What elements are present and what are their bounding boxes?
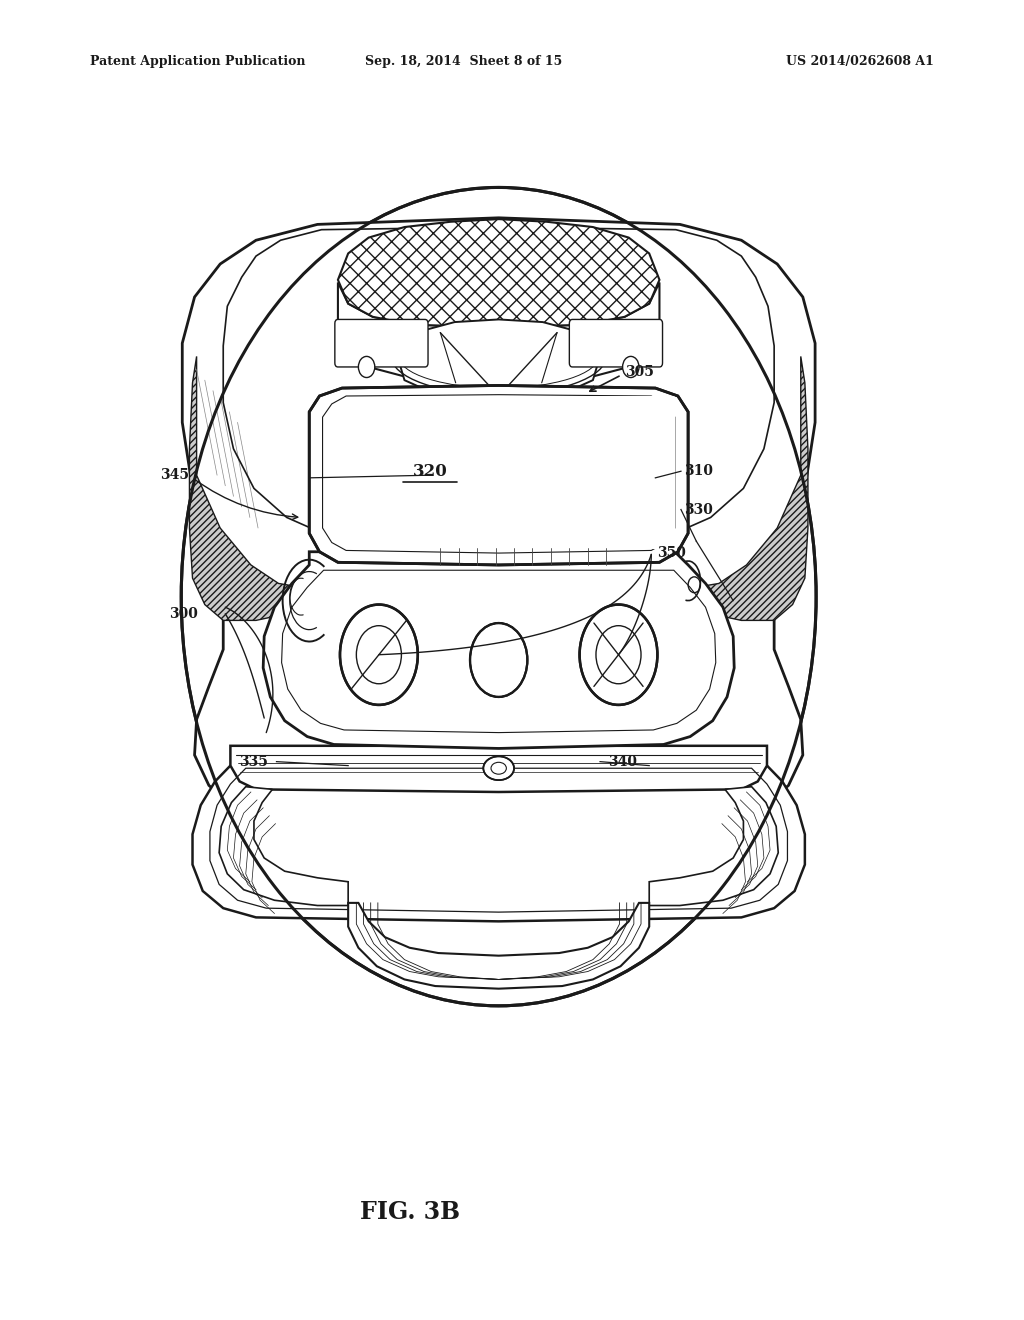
Circle shape <box>340 605 418 705</box>
Polygon shape <box>399 319 598 399</box>
FancyBboxPatch shape <box>569 319 663 367</box>
Circle shape <box>358 356 375 378</box>
Text: 300: 300 <box>169 607 198 620</box>
Polygon shape <box>193 766 805 921</box>
Text: FIG. 3B: FIG. 3B <box>359 1200 460 1224</box>
Text: Sep. 18, 2014  Sheet 8 of 15: Sep. 18, 2014 Sheet 8 of 15 <box>366 55 562 67</box>
Polygon shape <box>189 356 302 620</box>
Polygon shape <box>481 396 675 549</box>
Polygon shape <box>230 746 767 792</box>
Text: 310: 310 <box>684 465 713 478</box>
Polygon shape <box>219 787 348 906</box>
Polygon shape <box>309 385 688 565</box>
Text: 340: 340 <box>608 755 637 768</box>
Polygon shape <box>695 356 808 620</box>
Text: Patent Application Publication: Patent Application Publication <box>90 55 305 67</box>
Polygon shape <box>338 219 659 327</box>
Circle shape <box>580 605 657 705</box>
Text: 305: 305 <box>625 366 653 379</box>
Polygon shape <box>263 552 734 748</box>
Circle shape <box>623 356 639 378</box>
Polygon shape <box>649 787 778 906</box>
Text: 320: 320 <box>413 463 447 479</box>
Circle shape <box>470 623 527 697</box>
Text: US 2014/0262608 A1: US 2014/0262608 A1 <box>786 55 934 67</box>
Text: 335: 335 <box>240 755 268 768</box>
Text: 330: 330 <box>684 503 713 516</box>
Polygon shape <box>182 218 815 834</box>
Polygon shape <box>338 282 659 409</box>
Polygon shape <box>348 903 649 989</box>
Text: 350: 350 <box>657 546 686 560</box>
Text: 345: 345 <box>161 469 189 482</box>
Circle shape <box>181 187 816 1006</box>
Ellipse shape <box>483 756 514 780</box>
FancyBboxPatch shape <box>335 319 428 367</box>
